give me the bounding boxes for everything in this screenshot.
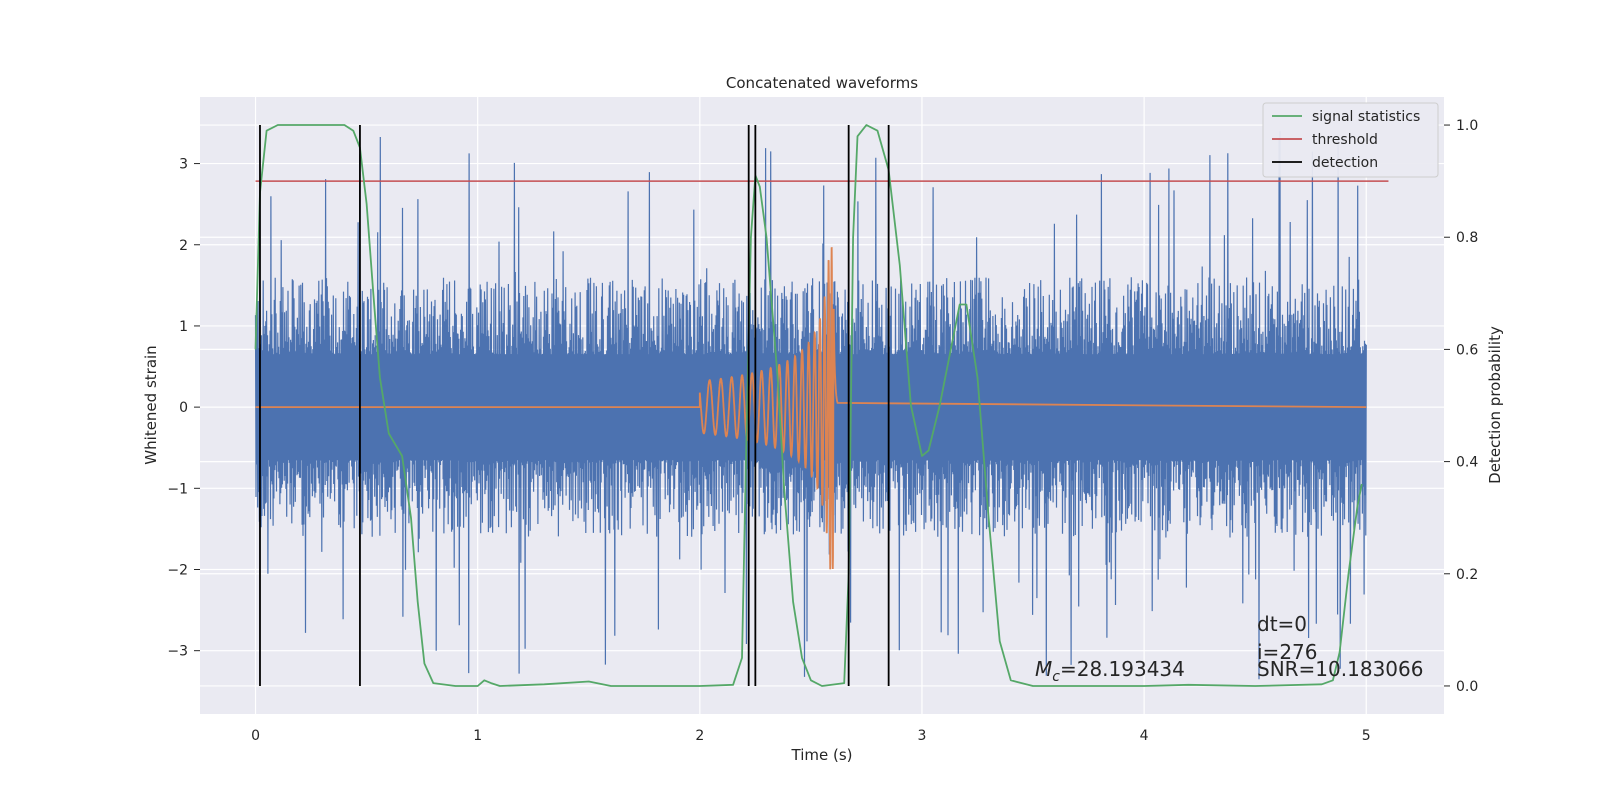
x-tick-label: 1 [473, 728, 482, 744]
x-axis-ticks: 0 1 2 3 4 5 [251, 728, 1371, 744]
right-y-tick-label: 0.0 [1456, 679, 1478, 695]
x-axis-label: Time (s) [791, 746, 853, 764]
right-y-tick-label: 0.4 [1456, 455, 1478, 471]
legend-box [1262, 102, 1439, 178]
legend-label-signal-statistics: signal statistics [1312, 109, 1420, 125]
right-y-tick-label: 1.0 [1456, 118, 1478, 134]
annotation-index: i=276 [1257, 640, 1318, 664]
y-tick-label: 0 [179, 400, 188, 416]
right-y-tick-label: 0.8 [1456, 230, 1478, 246]
right-y-tick-label: 0.6 [1456, 342, 1478, 358]
right-y-axis-label: Detection probability [1486, 326, 1504, 484]
right-y-axis-ticks: 0.0 0.2 0.4 0.6 0.8 1.0 [1444, 118, 1478, 695]
signal-statistics-series [254, 124, 1363, 687]
annotation-dt: dt=0 [1257, 612, 1307, 636]
x-tick-label: 4 [1140, 728, 1149, 744]
y-tick-label: −1 [167, 481, 188, 497]
y-axis-ticks: −3 −2 −1 0 1 2 3 [167, 157, 200, 660]
signal-statistics-line [254, 124, 1363, 687]
x-tick-label: 5 [1362, 728, 1371, 744]
legend: signal statistics threshold detection [1262, 102, 1439, 178]
y-tick-label: −2 [167, 562, 188, 578]
y-axis-label: Whitened strain [142, 345, 160, 464]
chart-title: Concatenated waveforms [726, 74, 918, 92]
y-tick-label: 3 [179, 157, 188, 173]
legend-label-threshold: threshold [1312, 132, 1378, 148]
x-tick-label: 2 [695, 728, 704, 744]
annotation-snr: SNR=10.183066 [1257, 657, 1423, 681]
y-tick-label: −3 [167, 644, 188, 660]
template-series [255, 246, 1367, 570]
right-y-tick-label: 0.2 [1456, 567, 1478, 583]
legend-label-detection: detection [1312, 155, 1378, 171]
x-tick-label: 0 [251, 728, 260, 744]
x-tick-label: 3 [918, 728, 927, 744]
y-tick-label: 2 [179, 238, 188, 254]
detection-series [259, 125, 890, 686]
template-line [255, 246, 1367, 570]
y-tick-label: 1 [179, 319, 188, 335]
annotation-chirp-mass: Mc=28.193434 [1035, 657, 1185, 685]
